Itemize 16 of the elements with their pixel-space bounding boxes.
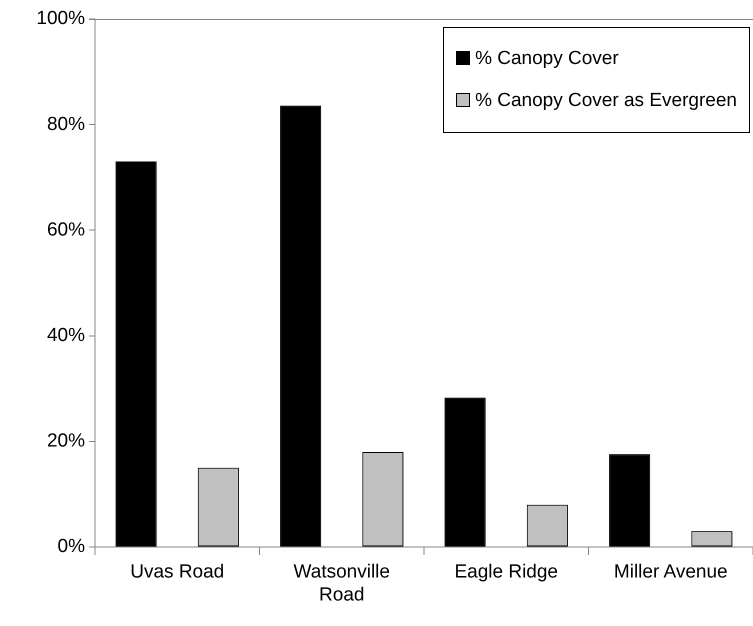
bar xyxy=(609,454,650,546)
bar xyxy=(280,106,322,546)
y-tick-label: 0% xyxy=(58,536,86,558)
legend-label: % Canopy Cover as Evergreen xyxy=(475,90,737,111)
y-tick-label: 20% xyxy=(46,430,86,452)
y-tick-label: 40% xyxy=(46,325,86,346)
bar xyxy=(116,162,157,546)
x-tick-label: Watsonville Road xyxy=(294,562,390,606)
legend-label: % Canopy Cover xyxy=(475,48,619,69)
bar xyxy=(444,398,486,546)
y-tick-label: 100% xyxy=(36,8,86,30)
x-tick-label: Eagle Ridge xyxy=(454,562,558,583)
x-tick-label: Miller Avenue xyxy=(614,562,728,583)
y-tick-label: 80% xyxy=(46,114,86,135)
y-tick-label: 60% xyxy=(46,219,86,240)
x-tick-label: Uvas Road xyxy=(130,562,224,583)
